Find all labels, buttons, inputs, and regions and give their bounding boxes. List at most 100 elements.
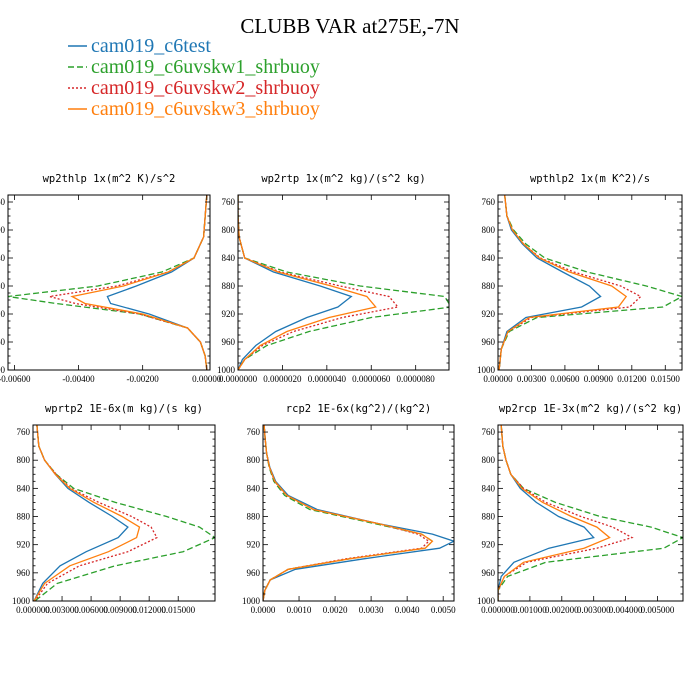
series-group: [8, 195, 208, 370]
y-tick-label: 960: [247, 568, 261, 578]
series-group: [498, 425, 683, 601]
x-tick-label: 0.003000: [577, 605, 611, 615]
y-tick-label: 760: [482, 427, 496, 437]
y-tick-label: 760: [482, 197, 496, 207]
panel-title: wp2rcp 1E-3x(m^2 kg)/(s^2 kg): [499, 403, 682, 415]
x-tick-label: 0.0020: [323, 605, 348, 615]
y-tick-label: 1000: [477, 596, 496, 606]
legend-label: cam019_c6uvskw2_shrbuoy: [91, 77, 320, 99]
y-tick-label: 800: [482, 455, 496, 465]
panel-title: wp2rtp 1x(m^2 kg)/(s^2 kg): [261, 173, 425, 185]
x-tick-label: 0.0030: [359, 605, 384, 615]
x-tick-label: 0.00600: [550, 374, 580, 384]
series-line-1: [498, 195, 602, 370]
y-tick-label: 880: [17, 512, 31, 522]
y-tick-label: 960: [0, 337, 6, 347]
y-tick-label: 960: [482, 337, 496, 347]
y-tick-label: 920: [222, 309, 236, 319]
x-tick-label: 0.00000: [192, 374, 222, 384]
series-group: [498, 195, 682, 370]
x-tick-label: 0.015000: [161, 605, 195, 615]
x-tick-label: 0.01200: [617, 374, 647, 384]
y-tick-label: 840: [482, 253, 496, 263]
series-line-4: [33, 425, 141, 601]
x-tick-label: 0.0050: [431, 605, 456, 615]
legend: cam019_c6testcam019_c6uvskw1_shrbuoycam0…: [68, 35, 320, 120]
x-tick-label: 0.005000: [641, 605, 675, 615]
x-tick-label: 0.006000: [74, 605, 108, 615]
series-line-3: [34, 425, 158, 601]
x-tick-label: 0.0000020: [263, 374, 302, 384]
y-tick-label: 760: [0, 197, 6, 207]
plot-frame: [237, 194, 450, 371]
y-tick-label: 960: [482, 568, 496, 578]
x-tick-label: 0.01500: [651, 374, 681, 384]
y-tick-label: 1000: [477, 365, 496, 375]
panel-1: wp2thlp 1x(m^2 K)/s^2 760 800 840 880 920 960 1…: [0, 173, 222, 384]
y-tick-label: 800: [222, 225, 236, 235]
x-tick-label: 0.000000: [16, 605, 50, 615]
series-line-2: [8, 195, 208, 370]
y-tick-label: 760: [222, 197, 236, 207]
series-line-2: [498, 425, 683, 601]
figure-title: CLUBB VAR at275E,-7N: [240, 14, 459, 38]
y-tick-label: 880: [247, 512, 261, 522]
y-tick-label: 920: [482, 540, 496, 550]
y-tick-label: 1000: [0, 365, 6, 375]
plot-frame: [7, 194, 211, 371]
series-line-3: [49, 195, 208, 370]
y-tick-label: 960: [222, 337, 236, 347]
y-tick-label: 920: [0, 309, 6, 319]
panel-title: rcp2 1E-6x(kg^2)/(kg^2): [286, 403, 431, 415]
series-line-1: [263, 425, 454, 601]
y-tick-label: 800: [247, 455, 261, 465]
y-tick-label: 760: [247, 427, 261, 437]
x-tick-label: 0.0000040: [308, 374, 347, 384]
legend-label: cam019_c6test: [91, 35, 211, 57]
y-tick-label: 1000: [12, 596, 31, 606]
x-tick-label: 0.009000: [103, 605, 137, 615]
series-line-3: [238, 195, 400, 370]
panel-title: wp2thlp 1x(m^2 K)/s^2: [43, 173, 176, 185]
y-tick-label: 880: [482, 512, 496, 522]
x-tick-label: -0.00400: [62, 374, 95, 384]
x-tick-label: 0.001000: [513, 605, 547, 615]
plot-frame: [262, 424, 455, 602]
y-tick-label: 840: [247, 483, 261, 493]
panel-4: wprtp2 1E-6x(m kg)/(s kg) 760 800 840 880 920…: [12, 403, 216, 615]
x-tick-label: 0.0010: [287, 605, 312, 615]
y-tick-label: 880: [482, 281, 496, 291]
plot-frame: [497, 194, 683, 371]
x-tick-label: 0.0000000: [219, 374, 258, 384]
y-tick-label: 800: [482, 225, 496, 235]
series-line-2: [238, 195, 449, 370]
y-tick-label: 840: [222, 253, 236, 263]
series-line-1: [498, 425, 595, 601]
series-line-4: [263, 425, 434, 601]
plot-frame: [32, 424, 216, 602]
legend-label: cam019_c6uvskw1_shrbuoy: [91, 56, 320, 78]
series-group: [263, 425, 454, 601]
x-tick-label: 0.0000: [251, 605, 276, 615]
series-line-3: [263, 425, 430, 601]
panel-5: rcp2 1E-6x(kg^2)/(kg^2) 760 800 840 880 920 96…: [242, 403, 456, 615]
series-line-4: [498, 425, 611, 601]
x-tick-label: 0.0000080: [397, 374, 436, 384]
y-tick-label: 960: [17, 568, 31, 578]
plot-frame: [497, 424, 684, 602]
y-tick-label: 920: [17, 540, 31, 550]
panel-6: wp2rcp 1E-3x(m^2 kg)/(s^2 kg) 760 800 840 88…: [477, 403, 684, 615]
y-tick-label: 760: [17, 427, 31, 437]
series-group: [238, 195, 449, 370]
x-tick-label: 0.012000: [132, 605, 166, 615]
panel-title: wprtp2 1E-6x(m kg)/(s kg): [45, 403, 203, 415]
x-tick-label: 0.0000060: [352, 374, 391, 384]
series-line-2: [263, 425, 434, 601]
y-tick-label: 840: [17, 483, 31, 493]
x-tick-label: -0.00600: [0, 374, 31, 384]
legend-label: cam019_c6uvskw3_shrbuoy: [91, 98, 320, 120]
series-line-1: [238, 195, 353, 370]
y-tick-label: 840: [482, 483, 496, 493]
series-line-4: [70, 195, 208, 370]
